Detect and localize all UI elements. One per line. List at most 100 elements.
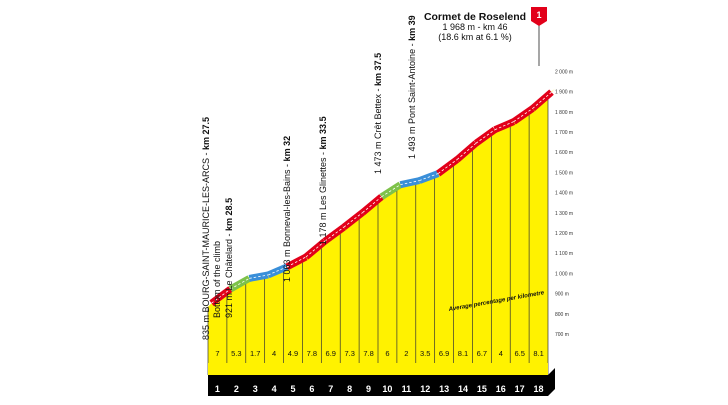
road-centerline (268, 266, 288, 276)
road-centerline (475, 129, 496, 144)
summit-altitude: 1 968 m - km 46 (442, 22, 507, 32)
profile-segment (302, 244, 322, 375)
km-strip (208, 368, 555, 396)
km-tick-label: 3 (253, 384, 258, 394)
base-band (208, 363, 548, 375)
y-tick-label: 700 m (555, 332, 569, 338)
y-tick-label: 1 100 m (555, 251, 573, 257)
landmark-label: 1 063 m Bonneval-les-Bains - km 32 (282, 136, 292, 282)
y-tick-label: 1 400 m (555, 191, 573, 197)
profile-segment (453, 146, 473, 375)
profile-segment (491, 125, 511, 375)
km-tick-label: 11 (402, 384, 412, 394)
road-centerline (343, 212, 363, 228)
landmark-label: 1 178 m Les Glinettes - km 33.5 (318, 116, 328, 245)
km-tick-label: 13 (439, 384, 449, 394)
segment-gradient-label: 5.3 (231, 349, 241, 358)
landmark-name: 1 063 m Bonneval-les-Bains - (282, 161, 292, 282)
road-centerline (494, 121, 514, 131)
road-centerline (362, 196, 382, 213)
km-tick-label: 2 (234, 384, 239, 394)
km-tick-label: 16 (496, 384, 506, 394)
landmark-km: km 27.5 (201, 117, 211, 150)
y-tick-label: 1 500 m (555, 170, 573, 176)
summit-distance: (18.6 km at 6.1 %) (438, 32, 512, 42)
segment-gradient-label: 6.9 (326, 349, 336, 358)
profile-segment (321, 230, 341, 375)
km-tick-label: 12 (420, 384, 430, 394)
profile-segment (510, 112, 530, 375)
landmark-name: 921 m Le Châtelard - (224, 231, 234, 318)
landmark-label: 1 473 m Crêt Bettex - km 37.5 (373, 53, 383, 174)
profile-segment (472, 133, 492, 375)
segment-gradient-label: 4 (499, 349, 503, 358)
summit-block: Cormet de Roselend 1 968 m - km 46 (18.6… (424, 11, 526, 42)
road-centerline (286, 256, 307, 268)
landmark-label: 1 493 m Pont Saint-Antoine - km 39 (407, 15, 417, 159)
profile-segment (359, 200, 378, 375)
profile-segment (208, 292, 227, 375)
landmark-name: 1 473 m Crêt Bettex - (373, 86, 383, 174)
profile-segment (434, 163, 454, 375)
road-centerline (437, 159, 458, 174)
profile-segment (340, 216, 360, 375)
km-tick-label: 18 (534, 384, 544, 394)
landmark-label: Bottom of the climb (212, 241, 222, 318)
y-axis-group: 700 m 800 m 900 m 1 000 m 1 100 m 1 200 m 1 30… (555, 69, 573, 338)
segment-gradient-label: 7 (215, 349, 219, 358)
km-tick-label: 1 (215, 384, 220, 394)
landmark-name: Bottom of the climb (212, 241, 222, 318)
km-tick-label: 17 (515, 384, 525, 394)
landmark-group: 835 m BOURG-SAINT-MAURICE-LES-ARCS - km … (201, 15, 417, 340)
y-tick-label: 1 900 m (555, 90, 573, 96)
landmark-km: km 28.5 (224, 198, 234, 231)
landmark-label: 921 m Le Châtelard - km 28.5 (224, 198, 234, 318)
segment-gradient-label: 6.7 (477, 349, 487, 358)
landmark-km: km 33.5 (318, 116, 328, 149)
segment-gradient-label: 6 (385, 349, 389, 358)
landmark-label: 835 m BOURG-SAINT-MAURICE-LES-ARCS - km … (201, 117, 211, 340)
profile-segment (529, 95, 548, 375)
segment-gradient-label: 7.3 (344, 349, 354, 358)
flag-icon (531, 7, 547, 26)
y-tick-label: 1 800 m (555, 110, 573, 116)
segment-gradient-label: 1.7 (250, 349, 260, 358)
km-tick-label: 15 (477, 384, 487, 394)
landmark-name: 1 493 m Pont Saint-Antoine - (407, 41, 417, 159)
segment-gradient-group: 7 5.3 1.7 4 4.9 7.8 6.9 7.3 7.8 6 2 3.5 6.9 8.1 6.7 4 6.… (215, 349, 543, 358)
y-tick-label: 1 300 m (555, 211, 573, 217)
road-centerline (381, 184, 401, 198)
summit-title: Cormet de Roselend (424, 11, 526, 23)
road-line-group (209, 89, 554, 307)
y-tick-label: 1 600 m (555, 150, 573, 156)
km-tick-label: 5 (290, 384, 295, 394)
y-tick-label: 2 000 m (555, 69, 573, 75)
profile-segment (245, 278, 265, 375)
profile-segment (378, 188, 397, 375)
road-centerline (419, 173, 439, 181)
segment-gradient-label: 4 (272, 349, 276, 358)
road-centerline (305, 240, 326, 258)
landmark-name: 1 178 m Les Glinettes - (318, 149, 328, 245)
profile-segment (396, 184, 416, 375)
km-base-group: 1 2 3 4 5 6 7 8 9 10 11 12 13 14 15 16 17 18 (208, 363, 555, 396)
profile-segment (415, 177, 435, 375)
segment-gradient-label: 7.8 (363, 349, 373, 358)
segment-gradient-label: 7.8 (307, 349, 317, 358)
road-centerline (513, 108, 533, 122)
km-tick-label: 10 (382, 384, 392, 394)
km-tick-label: 9 (366, 384, 371, 394)
landmark-km: km 32 (282, 136, 292, 162)
road-centerline (324, 226, 344, 242)
km-tick-label: 14 (458, 384, 468, 394)
y-tick-label: 800 m (555, 312, 569, 318)
profile-segment (264, 270, 284, 375)
landmark-km: km 37.5 (373, 53, 383, 86)
y-tick-label: 1 700 m (555, 130, 573, 136)
km-tick-label: 7 (328, 384, 333, 394)
road-segment (454, 140, 479, 163)
km-tick-label: 8 (347, 384, 352, 394)
profile-segment (226, 281, 246, 375)
flag-category: 1 (536, 10, 541, 20)
